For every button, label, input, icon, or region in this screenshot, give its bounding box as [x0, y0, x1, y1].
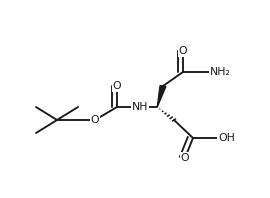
Text: O: O	[181, 153, 189, 163]
Text: OH: OH	[218, 133, 235, 143]
Text: O: O	[91, 115, 99, 125]
Text: O: O	[179, 46, 187, 56]
Text: NH₂: NH₂	[210, 67, 231, 77]
Text: NH: NH	[132, 102, 148, 112]
Text: O: O	[113, 81, 121, 91]
Polygon shape	[157, 86, 166, 107]
